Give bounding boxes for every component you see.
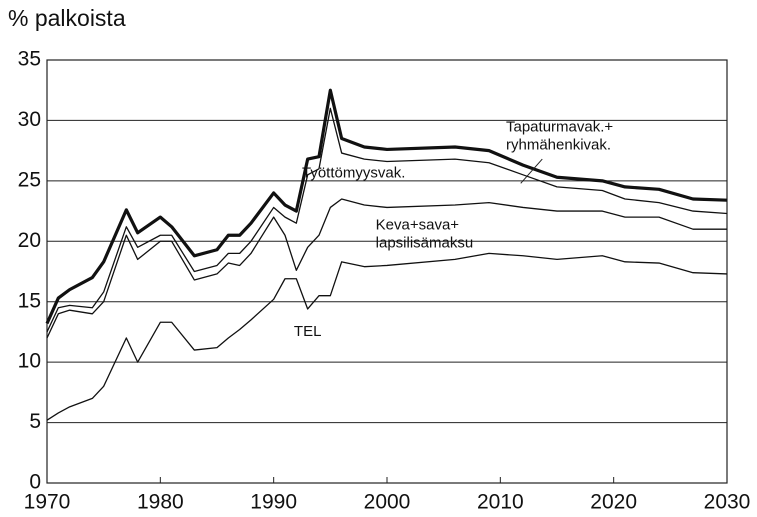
series-label: TEL bbox=[294, 323, 322, 340]
pointer bbox=[520, 158, 543, 184]
series-line bbox=[46, 198, 727, 339]
series-line bbox=[46, 252, 728, 421]
x-tick-label: 2000 bbox=[364, 491, 411, 514]
y-tick-label: 5 bbox=[29, 410, 41, 433]
x-tick-label: 2010 bbox=[477, 491, 524, 514]
y-tick-label: 30 bbox=[18, 108, 41, 131]
x-tick-label: 1990 bbox=[250, 491, 297, 514]
series-line bbox=[45, 88, 728, 325]
y-tick-label: 25 bbox=[18, 168, 41, 191]
y-axis-label: % palkoista bbox=[8, 5, 126, 31]
series-label: Tapaturmavak.+ ryhmähenkivak. bbox=[506, 119, 613, 154]
y-tick-label: 10 bbox=[18, 350, 41, 373]
series-line bbox=[46, 107, 728, 333]
y-tick-label: 0 bbox=[29, 471, 41, 494]
x-tick-label: 1970 bbox=[24, 491, 71, 514]
series-label: Keva+sava+ lapsilisämaksu bbox=[376, 217, 474, 252]
x-tick-label: 2020 bbox=[590, 491, 637, 514]
y-tick-label: 15 bbox=[18, 289, 41, 312]
plot-frame bbox=[46, 59, 728, 484]
y-tick-label: 20 bbox=[18, 229, 41, 252]
x-tick-label: 2030 bbox=[704, 491, 751, 514]
x-tick-label: 1980 bbox=[137, 491, 184, 514]
y-tick-label: 35 bbox=[18, 48, 41, 71]
series-label: Työttömyysvak. bbox=[302, 165, 405, 182]
